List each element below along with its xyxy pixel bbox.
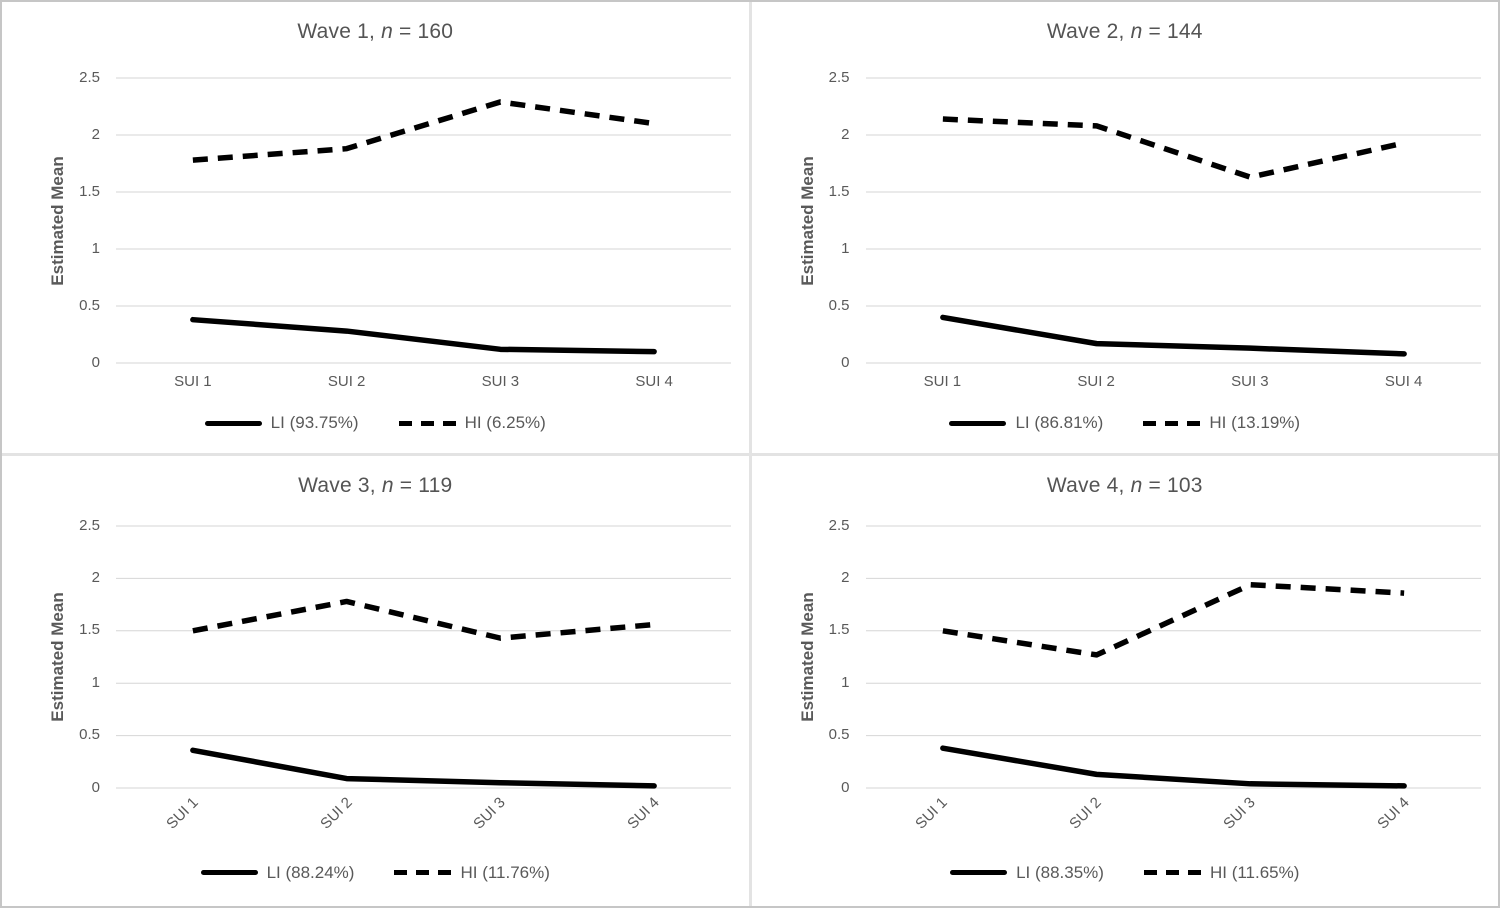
hi-line (942, 116, 1405, 180)
chart-title: Wave 4, n = 103 (752, 474, 1499, 498)
chart-panel-wave-3: Wave 3, n = 119 Estimated Mean LI (88.24… (2, 455, 749, 906)
chart-title-text: Wave 1, (297, 20, 382, 43)
chart-title: Wave 3, n = 119 (2, 474, 749, 498)
legend-item-li: LI (88.24%) (200, 862, 355, 883)
legend-label-li: LI (88.35%) (1016, 862, 1104, 882)
y-tick-label: 0 (841, 778, 850, 796)
x-category-label: SUI 1 (174, 373, 212, 390)
x-category-label: SUI 3 (1231, 373, 1269, 390)
x-category-label: SUI 3 (481, 373, 520, 390)
y-tick-label: 2.5 (828, 516, 850, 534)
y-tick-label: 1 (841, 240, 850, 257)
hi-line (192, 99, 655, 163)
hi-dashed-line-swatch (1143, 870, 1201, 875)
legend: LI (86.81%) HI (13.19%) (752, 413, 1499, 433)
legend-label-li: LI (93.75%) (270, 413, 359, 432)
li-line (939, 744, 1407, 789)
plot-area (865, 525, 1481, 789)
chart-title-text: Wave 4, (1046, 473, 1131, 497)
li-line (190, 316, 657, 355)
y-tick-label: 0.5 (79, 297, 100, 314)
legend-item-li: LI (86.81%) (949, 413, 1103, 433)
y-tick-label: 1.5 (79, 183, 100, 200)
x-category-label: SUI 2 (1077, 373, 1115, 390)
legend-item-hi: HI (6.25%) (398, 413, 546, 433)
y-tick-label: 2 (91, 568, 100, 586)
x-category-label: SUI 1 (923, 373, 962, 390)
hi-line (941, 581, 1404, 658)
y-tick-label: 2.5 (79, 516, 100, 534)
chart-title-n-symbol: n (1130, 20, 1143, 43)
y-tick-label: 1.5 (828, 621, 850, 639)
y-tick-label: 0 (91, 778, 100, 796)
chart-title-n-value: = 103 (1142, 473, 1203, 497)
chart-title-n-symbol: n (381, 20, 393, 43)
chart-title-n-symbol: n (1130, 473, 1143, 497)
y-tick-label: 0.5 (828, 297, 850, 314)
y-tick-label: 1 (841, 673, 850, 691)
legend: LI (88.35%) HI (11.65%) (752, 863, 1499, 883)
legend-item-hi: HI (11.65%) (1143, 862, 1300, 883)
y-tick-label: 2 (91, 126, 100, 143)
y-tick-label: 1.5 (79, 621, 100, 639)
y-tick-label: 2 (841, 568, 850, 586)
legend-item-li: LI (93.75%) (204, 413, 359, 433)
legend-label-li: LI (86.81%) (1015, 413, 1104, 432)
hi-line (192, 598, 655, 641)
chart-title-n-symbol: n (381, 473, 394, 497)
legend-item-hi: HI (13.19%) (1143, 413, 1300, 433)
hi-dashed-line-swatch (1143, 420, 1201, 426)
y-tick-label: 1.5 (828, 183, 850, 200)
chart-panel-wave-1: Wave 1, n = 160 Estimated Mean LI (93.75… (2, 2, 749, 453)
legend-label-hi: HI (11.76%) (460, 862, 550, 882)
plot-area (116, 525, 731, 789)
y-tick-label: 0.5 (828, 726, 850, 744)
chart-title-n-value: = 144 (1142, 20, 1203, 43)
li-solid-line-swatch (949, 420, 1007, 426)
plot-area (116, 77, 731, 364)
legend-label-hi: HI (6.25%) (464, 413, 546, 432)
x-category-label: SUI 2 (327, 373, 366, 390)
li-solid-line-swatch (200, 870, 258, 875)
plot-area (865, 77, 1481, 364)
hi-dashed-line-swatch (398, 420, 456, 426)
x-category-label: SUI 4 (1384, 373, 1423, 390)
hi-dashed-line-swatch (394, 870, 452, 875)
y-tick-label: 0 (91, 354, 100, 371)
legend-label-hi: HI (11.65%) (1209, 862, 1300, 882)
chart-title-n-value: = 160 (392, 20, 454, 43)
legend-label-li: LI (88.24%) (266, 862, 355, 882)
legend-item-hi: HI (11.76%) (394, 862, 550, 883)
legend: LI (93.75%) HI (6.25%) (2, 413, 749, 433)
li-line (939, 314, 1407, 357)
chart-title: Wave 1, n = 160 (2, 20, 749, 44)
y-tick-label: 0 (841, 354, 850, 371)
y-tick-label: 0.5 (79, 726, 100, 744)
y-tick-label: 2.5 (828, 69, 850, 86)
y-tick-label: 2.5 (79, 69, 100, 86)
legend: LI (88.24%) HI (11.76%) (2, 863, 749, 883)
legend-label-hi: HI (13.19%) (1209, 413, 1301, 432)
y-tick-label: 1 (91, 673, 100, 691)
chart-title-text: Wave 3, (298, 473, 382, 497)
chart-panel-wave-4: Wave 4, n = 103 Estimated Mean LI (88.35… (751, 455, 1499, 906)
li-solid-line-swatch (950, 870, 1008, 875)
li-solid-line-swatch (204, 420, 262, 426)
x-category-label: SUI 4 (635, 373, 673, 390)
y-tick-label: 2 (841, 126, 850, 143)
chart-panel-wave-2: Wave 2, n = 144 Estimated Mean LI (86.81… (751, 2, 1499, 453)
chart-title-n-value: = 119 (393, 473, 453, 497)
chart-title-text: Wave 2, (1046, 20, 1131, 43)
legend-item-li: LI (88.35%) (950, 863, 1104, 883)
y-tick-label: 1 (91, 240, 100, 257)
chart-title: Wave 2, n = 144 (752, 20, 1499, 44)
li-line (190, 747, 657, 789)
